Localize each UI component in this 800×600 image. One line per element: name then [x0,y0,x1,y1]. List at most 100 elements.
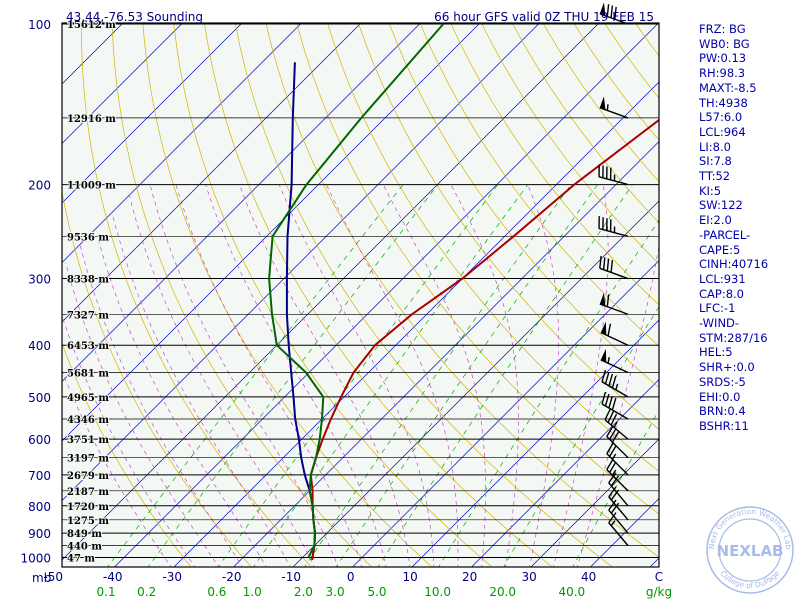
index-item: -PARCEL- [699,227,751,242]
wind-barb [601,369,629,398]
index-item: SW:122 [699,198,743,213]
index-item: LCL:964 [699,124,746,139]
moist-adiabat-line [112,216,291,567]
height-label: 47 m [67,554,95,565]
pressure-label: 600 [28,433,51,447]
wind-barb [606,458,629,492]
height-label: 6453 m [67,341,109,352]
isotherm-line [62,23,182,144]
temperature-label: -50 [43,570,63,584]
logo-main-text: NEXLAB [717,542,784,560]
mixing-ratio-label: 0.2 [137,585,156,599]
temperature-label: 10 [403,570,418,584]
mixing-ratio-line [107,184,404,567]
index-item: KI:5 [699,183,722,198]
sounding-trace-2 [268,23,445,558]
mixing-ratio-unit-label: g/kg [646,585,672,599]
wind-barb [599,2,629,25]
height-label: 2187 m [67,487,109,498]
height-label: 7327 m [67,310,109,321]
moist-adiabat-line [576,244,659,567]
dry-adiabat-line [419,23,659,347]
temperature-label: 30 [522,570,537,584]
pressure-label: 200 [28,179,51,193]
height-label: 8338 m [67,275,109,286]
isotherm-line [62,23,301,263]
wind-barb [608,499,629,534]
mixing-ratio-label: 1.0 [243,585,262,599]
pressure-label: 900 [28,527,51,541]
dry-adiabat-line [235,23,614,567]
temperature-label: -20 [222,570,242,584]
mixing-ratio-line [217,184,499,567]
dry-adiabat-line [389,23,659,389]
wind-barb [600,348,629,374]
moist-adiabat-line [239,184,411,567]
nexlab-logo: Next Generation Weather Lab College of D… [706,506,794,594]
height-label: 4965 m [67,393,109,404]
index-item: HEL:5 [699,345,733,360]
index-item: FRZ: BG [699,22,746,36]
index-item: TH:4938 [699,95,748,110]
height-label: 9536 m [67,232,109,243]
isotherm-line [352,260,659,567]
isotherm-line [0,24,3,569]
isotherm-line [62,23,599,561]
wind-barb [606,425,629,459]
index-item: EI:2.0 [699,213,732,228]
chart-title: 66 hour GFS valid 0Z THU 19 FEB 15 [434,10,654,24]
index-item: LCL:931 [699,271,746,286]
index-item: SRDS:-5 [699,374,746,389]
dry-adiabat-line [80,23,312,567]
isotherm-line [62,23,63,25]
height-label: 11009 m [67,181,116,192]
height-label: 15612 m [67,20,116,31]
dry-adiabat-line [204,23,553,567]
index-item: -WIND- [699,316,740,331]
moist-adiabat-line [382,184,486,567]
moist-adiabat-line [326,184,459,567]
wind-barb [601,391,629,420]
index-item: BRN:0.4 [699,404,746,419]
index-item: RH:98.3 [699,66,746,81]
height-label: 2679 m [67,471,109,482]
moist-adiabat-line [278,184,435,567]
mixing-ratio-label: 10.0 [424,585,451,599]
mixing-ratio-label: 0.1 [97,585,116,599]
plot-frame [61,22,660,568]
mixing-ratio-label: 2.0 [294,585,313,599]
temperature-label: 40 [581,570,596,584]
wind-barb [599,96,629,119]
isotherm-line [173,81,659,567]
isotherm-line [62,23,361,323]
moist-adiabat-line [62,369,172,567]
wind-barb [600,321,629,346]
wind-barb [606,442,629,476]
wind-barb [608,472,629,507]
wind-barb [599,292,629,315]
dry-adiabat-line [142,23,433,567]
height-label: 849 m [67,529,102,540]
moist-adiabat-line [129,195,315,567]
mixing-ratio-line [304,184,572,567]
plot-background [62,23,659,567]
index-item: SI:7.8 [699,154,732,169]
index-item: L57:6.0 [699,110,743,125]
index-item: LFC:-1 [699,301,736,316]
isotherm-line [114,23,658,567]
index-item: EHI:0.0 [699,389,741,404]
temperature-label: 0 [347,570,355,584]
mixing-ratio-line [503,306,659,567]
height-label: 12916 m [67,114,116,125]
moist-adiabat-line [450,184,519,567]
wind-barb [608,512,629,547]
index-item: BSHR:11 [699,418,749,433]
dry-adiabat-line [450,23,659,306]
moist-adiabat-line [62,314,196,567]
mixing-ratio-label: 5.0 [367,585,386,599]
mixing-ratio-label: 20.0 [489,585,516,599]
index-item: CINH:40716 [699,257,769,272]
mixing-ratio-line [335,184,598,567]
isotherm-line [530,438,659,567]
